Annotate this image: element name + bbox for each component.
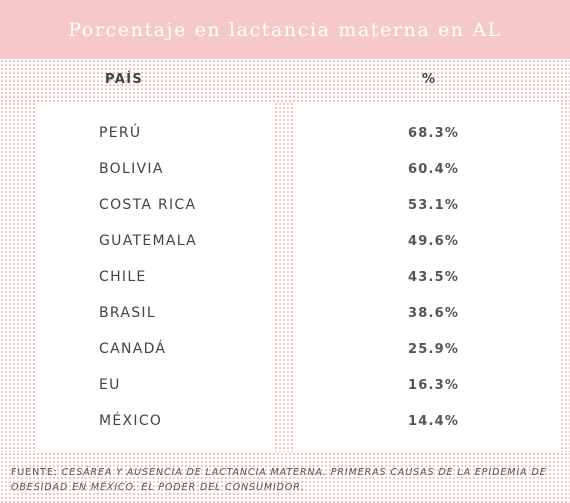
country-label: BOLIVIA: [99, 161, 164, 177]
percent-value: 16.3%: [408, 378, 460, 393]
percent-value: 53.1%: [408, 198, 460, 213]
title-bar: Porcentaje en lactancia materna en AL: [0, 0, 570, 59]
country-label: EU: [99, 377, 121, 393]
country-label: COSTA RICA: [99, 197, 197, 213]
source-text: CESÁREA Y AUSENCIA DE LACTANCIA MATERNA.…: [11, 467, 547, 493]
chart-title: Porcentaje en lactancia materna en AL: [68, 18, 502, 41]
country-label: CHILE: [99, 269, 147, 285]
column-header-country: PAÍS: [105, 72, 144, 87]
percent-value: 25.9%: [408, 342, 460, 357]
source-label: FUENTE:: [11, 467, 58, 478]
country-label: GUATEMALA: [99, 233, 198, 249]
country-label: PERÚ: [99, 125, 142, 141]
footer-background: [0, 452, 570, 503]
percent-value: 68.3%: [408, 126, 460, 141]
source-note: FUENTE: CESÁREA Y AUSENCIA DE LACTANCIA …: [11, 465, 561, 495]
left-dotted-border: [0, 102, 36, 452]
country-label: CANADÁ: [99, 341, 167, 357]
column-header-percent: %: [422, 72, 437, 87]
percent-value: 49.6%: [408, 234, 460, 249]
country-label: BRASIL: [99, 305, 156, 321]
percent-value: 38.6%: [408, 306, 460, 321]
right-dotted-border: [560, 102, 570, 452]
country-label: MÉXICO: [99, 413, 163, 429]
header-background: [0, 59, 570, 102]
percent-value: 14.4%: [408, 414, 460, 429]
percent-value: 60.4%: [408, 162, 460, 177]
column-divider: [274, 102, 295, 452]
percent-value: 43.5%: [408, 270, 460, 285]
